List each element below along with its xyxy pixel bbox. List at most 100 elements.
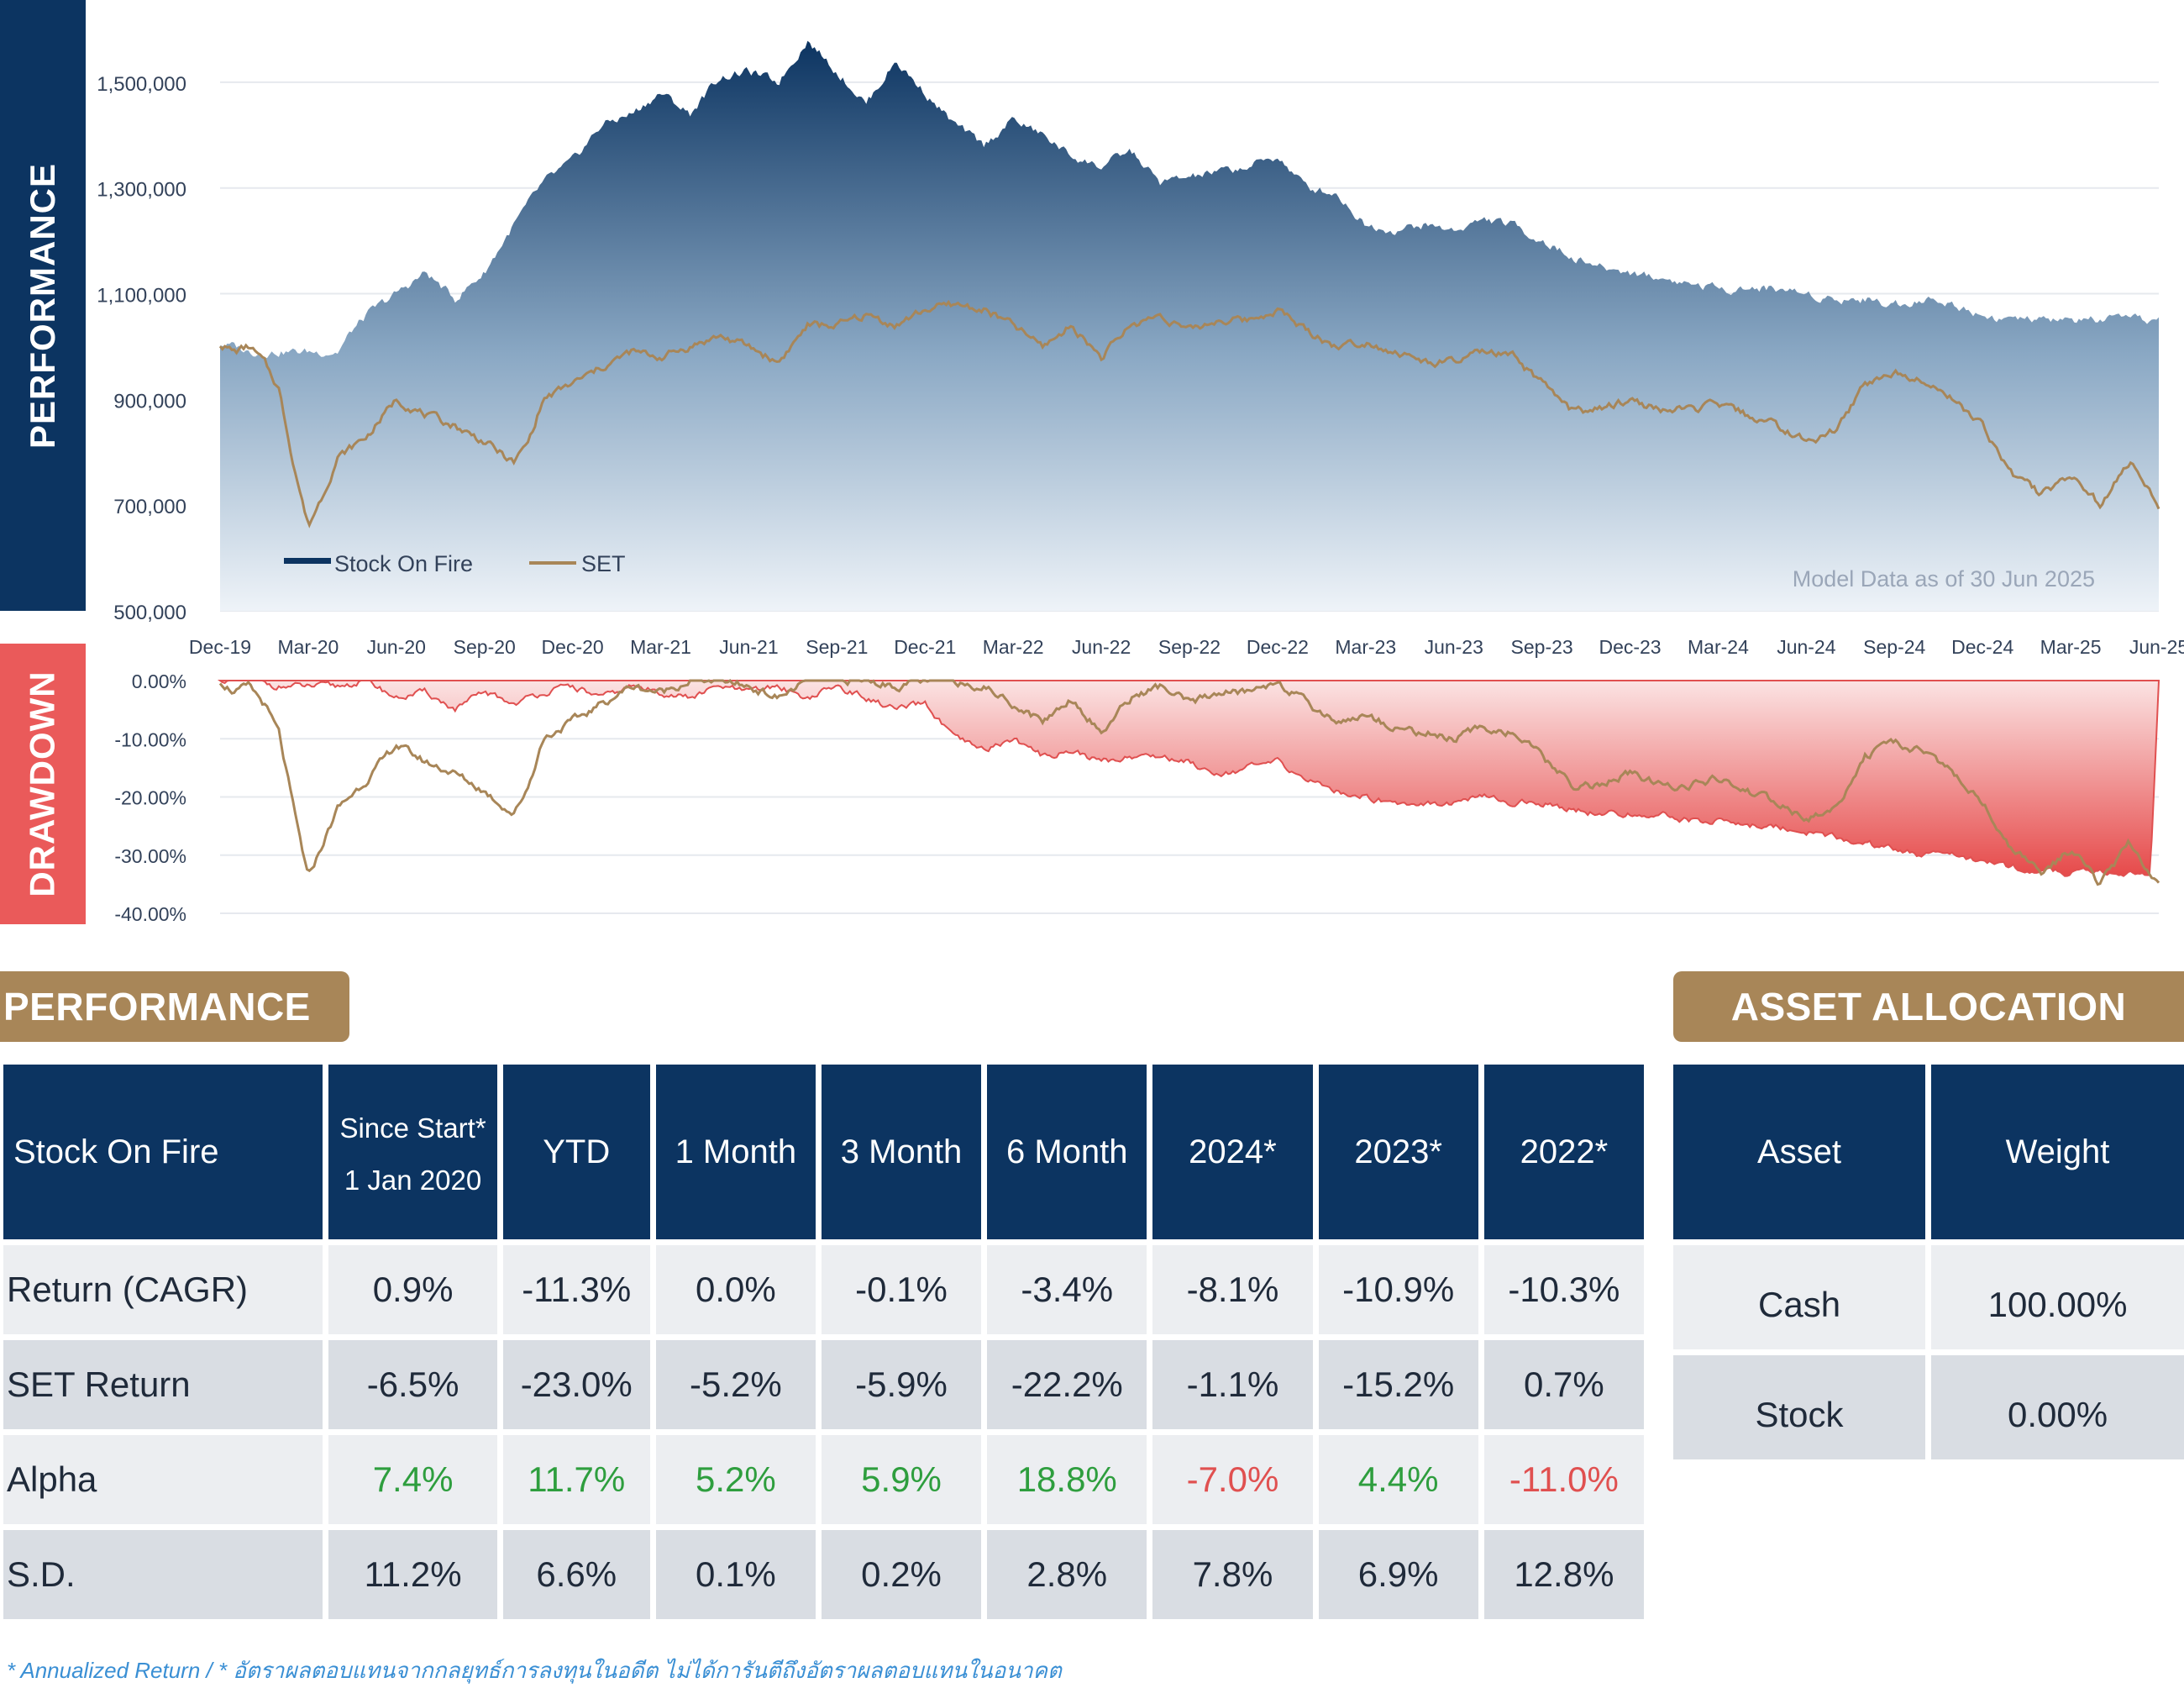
cell-value: 7.8% bbox=[1152, 1530, 1313, 1619]
allocation-row-cash: Cash 100.00% bbox=[1673, 1245, 2184, 1349]
x-tick-label: Mar-23 bbox=[1335, 636, 1396, 658]
performance-side-label: PERFORMANCE bbox=[0, 0, 86, 611]
y-tick-label: -40.00% bbox=[114, 903, 186, 925]
cell-value: -1.1% bbox=[1152, 1340, 1313, 1429]
x-tick-label: Sep-23 bbox=[1511, 636, 1573, 658]
cell-value-positive: 5.2% bbox=[655, 1435, 816, 1524]
set-line bbox=[218, 299, 2160, 528]
asset-allocation-table: Asset Weight Cash 100.00% Stock 0.00% bbox=[1667, 1059, 2184, 1465]
header-1-month: 1 Month bbox=[655, 1065, 816, 1239]
x-tick-label: Sep-21 bbox=[806, 636, 868, 658]
x-tick-label: Dec-22 bbox=[1247, 636, 1309, 658]
x-tick-label: Dec-23 bbox=[1599, 636, 1661, 658]
cell-value-positive: 11.7% bbox=[502, 1435, 650, 1524]
performance-section-tab: PERFORMANCE bbox=[0, 971, 349, 1042]
x-tick-label: Mar-21 bbox=[630, 636, 691, 658]
cell-value: -8.1% bbox=[1152, 1245, 1313, 1334]
y-tick-label: 1,300,000 bbox=[97, 179, 186, 202]
x-tick-label: Sep-22 bbox=[1158, 636, 1221, 658]
asset-allocation-section-tab: ASSET ALLOCATION bbox=[1673, 971, 2184, 1042]
cell-value-positive: 5.9% bbox=[821, 1435, 982, 1524]
drawdown-side-label: DRAWDOWN bbox=[0, 644, 86, 924]
cell-value: 0.7% bbox=[1483, 1340, 1644, 1429]
cell-value: 0.9% bbox=[328, 1245, 497, 1334]
x-tick-label: Jun-23 bbox=[1425, 636, 1483, 658]
row-label: S.D. bbox=[3, 1530, 323, 1619]
cell-value-positive: 18.8% bbox=[987, 1435, 1147, 1524]
y-tick-label: 700,000 bbox=[113, 496, 186, 518]
cell-value-negative: -11.0% bbox=[1483, 1435, 1644, 1524]
x-tick-label: Jun-25 bbox=[2129, 636, 2184, 658]
row-sd: S.D. 11.2% 6.6% 0.1% 0.2% 2.8% 7.8% 6.9%… bbox=[3, 1530, 1644, 1619]
allocation-row-stock: Stock 0.00% bbox=[1673, 1355, 2184, 1459]
performance-section-title: PERFORMANCE bbox=[3, 985, 311, 1028]
cell-value: -0.1% bbox=[821, 1245, 982, 1334]
y-tick-label: -20.00% bbox=[114, 787, 186, 809]
x-tick-label: Dec-20 bbox=[542, 636, 604, 658]
legend-label-stock-on-fire: Stock On Fire bbox=[334, 551, 473, 576]
asset-name: Cash bbox=[1673, 1245, 1926, 1349]
cell-value: 0.0% bbox=[655, 1245, 816, 1334]
cell-value: -15.2% bbox=[1318, 1340, 1478, 1429]
cell-value: -3.4% bbox=[987, 1245, 1147, 1334]
y-tick-label: -30.00% bbox=[114, 845, 186, 867]
header-2024: 2024* bbox=[1152, 1065, 1313, 1239]
set-drawdown-line bbox=[218, 679, 2160, 886]
x-tick-label: Mar-20 bbox=[277, 636, 339, 658]
header-6-month: 6 Month bbox=[987, 1065, 1147, 1239]
header-asset: Asset bbox=[1673, 1065, 1926, 1239]
header-since-start-line2: 1 Jan 2020 bbox=[344, 1164, 482, 1196]
asset-weight: 100.00% bbox=[1931, 1245, 2184, 1349]
performance-header-row: Stock On Fire Since Start* 1 Jan 2020 YT… bbox=[3, 1065, 1644, 1239]
row-alpha: Alpha 7.4% 11.7% 5.2% 5.9% 18.8% -7.0% 4… bbox=[3, 1435, 1644, 1524]
cell-value: 0.2% bbox=[821, 1530, 982, 1619]
drawdown-chart: 0.00% -10.00% -20.00% -30.00% -40.00% bbox=[114, 670, 2160, 925]
x-tick-label: Dec-24 bbox=[1951, 636, 2013, 658]
performance-chart: 1,500,000 1,300,000 1,100,000 900,000 700,00… bbox=[97, 40, 2184, 658]
x-tick-label: Dec-21 bbox=[894, 636, 956, 658]
y-tick-label: 900,000 bbox=[113, 390, 186, 413]
cell-value: -10.3% bbox=[1483, 1245, 1644, 1334]
x-tick-label: Sep-20 bbox=[454, 636, 516, 658]
cell-value: -11.3% bbox=[502, 1245, 650, 1334]
cell-value: 12.8% bbox=[1483, 1530, 1644, 1619]
cell-value: -23.0% bbox=[502, 1340, 650, 1429]
legend-swatch-set bbox=[529, 561, 576, 565]
header-strategy-name: Stock On Fire bbox=[3, 1065, 323, 1239]
x-tick-label: Jun-24 bbox=[1777, 636, 1836, 658]
x-tick-label: Jun-22 bbox=[1072, 636, 1131, 658]
cell-value-negative: -7.0% bbox=[1152, 1435, 1313, 1524]
cell-value: 6.6% bbox=[502, 1530, 650, 1619]
cell-value: 2.8% bbox=[987, 1530, 1147, 1619]
asset-allocation-section-title: ASSET ALLOCATION bbox=[1730, 985, 2127, 1028]
row-label: Return (CAGR) bbox=[3, 1245, 323, 1334]
x-tick-label: Mar-25 bbox=[2040, 636, 2102, 658]
x-tick-label: Jun-20 bbox=[367, 636, 426, 658]
performance-table: Stock On Fire Since Start* 1 Jan 2020 YT… bbox=[0, 1059, 1650, 1625]
cell-value: -6.5% bbox=[328, 1340, 497, 1429]
legend-label-set: SET bbox=[581, 551, 626, 576]
stock-on-fire-drawdown-area bbox=[217, 680, 2160, 877]
header-since-start-line1: Since Start* bbox=[339, 1112, 486, 1144]
cell-value-positive: 7.4% bbox=[328, 1435, 497, 1524]
cell-value: -22.2% bbox=[987, 1340, 1147, 1429]
header-since-start: Since Start* 1 Jan 2020 bbox=[328, 1065, 497, 1239]
cell-value: 0.1% bbox=[655, 1530, 816, 1619]
asset-name: Stock bbox=[1673, 1355, 1926, 1459]
x-tick-label: Sep-24 bbox=[1863, 636, 1925, 658]
cell-value: -5.9% bbox=[821, 1340, 982, 1429]
cell-value: 6.9% bbox=[1318, 1530, 1478, 1619]
cell-value: 11.2% bbox=[328, 1530, 497, 1619]
header-2022: 2022* bbox=[1483, 1065, 1644, 1239]
header-weight: Weight bbox=[1931, 1065, 2184, 1239]
header-3-month: 3 Month bbox=[821, 1065, 982, 1239]
y-tick-label: 0.00% bbox=[132, 670, 186, 692]
y-tick-label: 1,100,000 bbox=[97, 285, 186, 308]
cell-value: -10.9% bbox=[1318, 1245, 1478, 1334]
cell-value-positive: 4.4% bbox=[1318, 1435, 1478, 1524]
x-tick-label: Mar-22 bbox=[983, 636, 1044, 658]
cell-value: -5.2% bbox=[655, 1340, 816, 1429]
x-tick-label: Dec-19 bbox=[189, 636, 251, 658]
header-2023: 2023* bbox=[1318, 1065, 1478, 1239]
model-data-annotation: Model Data as of 30 Jun 2025 bbox=[1793, 566, 2095, 592]
